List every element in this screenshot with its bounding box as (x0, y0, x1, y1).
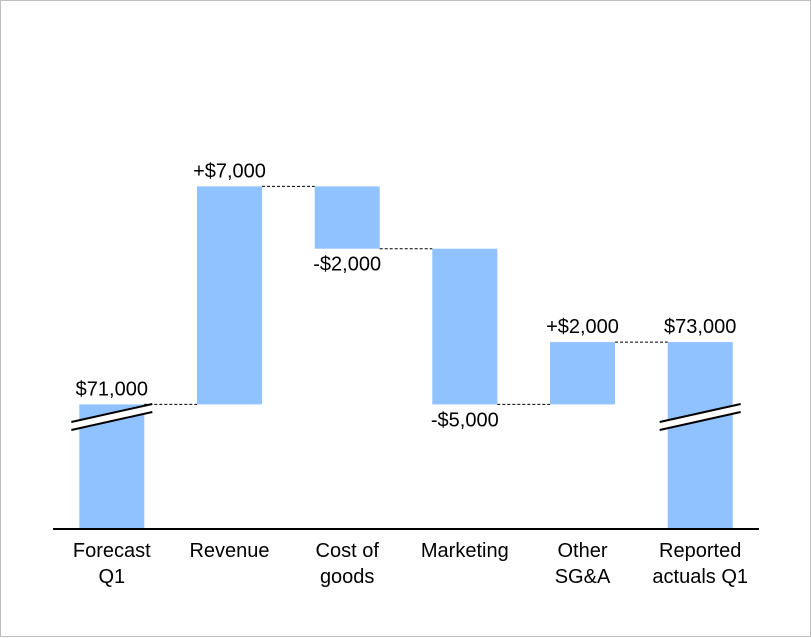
data-label-4: +$2,000 (546, 316, 619, 338)
axis-break-gap-5 (659, 404, 741, 430)
category-label-line-0-1: Q1 (98, 566, 125, 588)
axis-break-line-upper-0 (71, 403, 153, 423)
category-labels-layer: Forecast Q1 Revenue Cost of goods Marketing Ot… (73, 540, 748, 588)
data-label-5: $73,000 (664, 316, 736, 338)
category-label-line-4-0: Other (557, 540, 607, 562)
category-label-4: Other SG&A (555, 540, 611, 588)
category-label-line-5-0: Reported (659, 540, 741, 562)
category-label-1: Revenue (189, 540, 269, 562)
category-label-line-3-0: Marketing (421, 540, 509, 562)
value-labels-layer: $71,000 +$7,000 -$2,000 -$5,000 +$2,000 $73,0… (76, 160, 737, 431)
category-label-line-0-0: Forecast (73, 540, 151, 562)
category-label-2: Cost of goods (316, 540, 380, 588)
axis-breaks-layer (71, 403, 741, 431)
category-label-3: Marketing (421, 540, 509, 562)
bar-5 (667, 342, 733, 529)
category-label-0: Forecast Q1 (73, 540, 151, 588)
category-label-line-5-1: actuals Q1 (652, 566, 748, 588)
bar-1 (197, 186, 262, 405)
category-label-line-1-0: Revenue (189, 540, 269, 562)
axis-break-line-lower-5 (659, 411, 741, 431)
data-label-2: -$2,000 (313, 254, 381, 276)
bars-layer (79, 186, 733, 529)
data-label-3: -$5,000 (431, 409, 499, 431)
data-label-0: $71,000 (76, 378, 148, 400)
axis-break-line-upper-5 (659, 403, 741, 423)
category-label-line-4-1: SG&A (555, 566, 611, 588)
category-label-line-2-1: goods (320, 566, 375, 588)
category-label-line-2-0: Cost of (316, 540, 380, 562)
bar-3 (432, 248, 498, 405)
axis-break-line-lower-0 (71, 411, 153, 431)
bar-2 (314, 186, 380, 249)
data-label-1: +$7,000 (193, 160, 266, 182)
connectors-layer (144, 185, 668, 405)
bar-4 (550, 342, 615, 405)
axis-break-gap-0 (71, 404, 153, 430)
category-label-5: Reported actuals Q1 (652, 540, 748, 588)
